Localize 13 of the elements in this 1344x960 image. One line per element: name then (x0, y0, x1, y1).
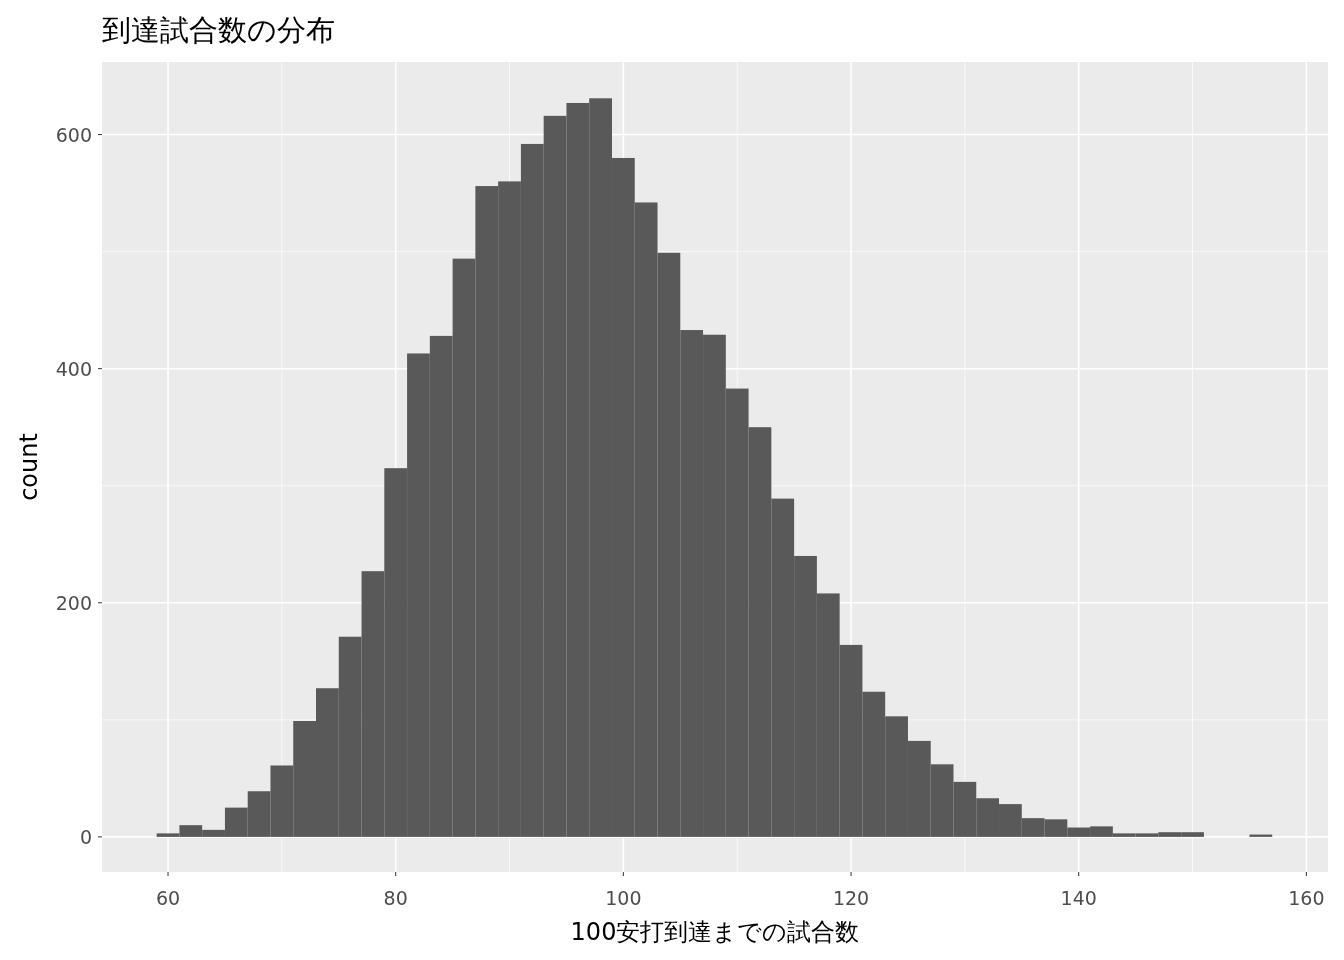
x-tick-label: 80 (383, 887, 408, 909)
x-tick-label: 140 (1060, 887, 1097, 909)
x-axis-title: 100安打到達までの試合数 (570, 918, 860, 946)
y-tick-label: 200 (55, 591, 92, 614)
y-tick-label: 600 (55, 123, 92, 146)
y-tick-label: 400 (55, 357, 92, 380)
x-tick-label: 100 (605, 887, 642, 909)
chart-title: 到達試合数の分布 (102, 13, 335, 47)
x-tick-label: 120 (832, 887, 870, 909)
y-tick-label: 0 (79, 825, 92, 848)
x-tick-label: 60 (155, 887, 181, 909)
x-tick-label: 160 (1288, 887, 1325, 909)
y-axis-title: count (15, 433, 43, 501)
